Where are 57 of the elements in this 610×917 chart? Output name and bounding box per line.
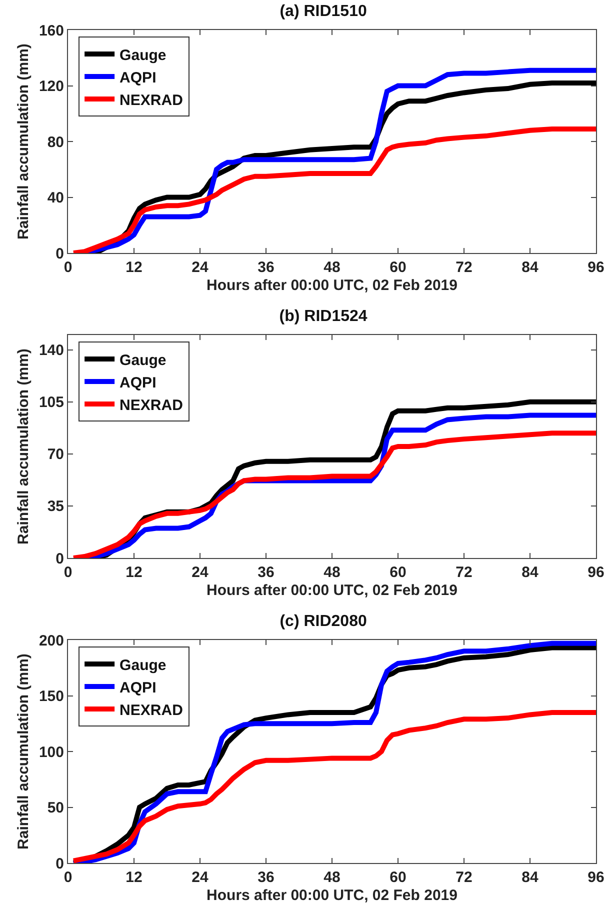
y-tick-label: 105	[38, 394, 64, 412]
x-tick-label: 12	[126, 259, 142, 276]
y-tick-label: 0	[56, 245, 64, 262]
x-tick-label: 72	[456, 259, 472, 276]
y-tick-label: 0	[56, 550, 64, 568]
y-tick-label: 140	[38, 342, 64, 360]
x-tick-label: 48	[324, 564, 340, 581]
legend-label: AQPI	[120, 374, 156, 392]
legend-label: Gauge	[120, 46, 166, 64]
x-tick-label: 96	[588, 259, 604, 276]
chart-title: (b) RID1524	[279, 308, 368, 325]
y-axis-title: Rainfall accumulation (mm)	[15, 44, 32, 240]
y-tick-label: 40	[47, 190, 64, 206]
x-tick-label: 24	[192, 869, 209, 886]
x-tick-label: 72	[456, 869, 472, 886]
x-axis-title: Hours after 00:00 UTC, 02 Feb 2019	[206, 887, 458, 904]
x-tick-label: 48	[324, 869, 340, 886]
legend-label: AQPI	[120, 679, 156, 696]
x-tick-label: 60	[390, 564, 406, 581]
y-tick-label: 35	[47, 498, 64, 516]
x-tick-label: 96	[588, 869, 604, 886]
x-tick-label: 12	[126, 564, 142, 581]
y-tick-label: 200	[38, 632, 64, 650]
y-axis-title: Rainfall accumulation (mm)	[15, 654, 32, 850]
legend-label: NEXRAD	[120, 396, 184, 414]
x-tick-label: 72	[456, 564, 472, 581]
legend-label: NEXRAD	[120, 702, 184, 719]
legend-label: Gauge	[120, 352, 166, 369]
y-tick-label: 50	[47, 800, 64, 816]
x-tick-label: 60	[390, 869, 406, 886]
x-tick-label: 96	[588, 564, 604, 581]
y-tick-label: 0	[56, 855, 64, 872]
x-tick-label: 48	[324, 259, 340, 276]
x-tick-label: 84	[522, 259, 539, 276]
x-tick-label: 12	[126, 869, 142, 886]
legend-label: Gauge	[120, 656, 166, 674]
y-tick-label: 70	[47, 446, 64, 464]
legend-label: NEXRAD	[120, 92, 184, 109]
x-tick-label: 36	[258, 869, 274, 886]
x-tick-label: 84	[522, 869, 539, 886]
legend-label: AQPI	[120, 69, 156, 86]
x-tick-label: 24	[192, 259, 209, 276]
chart-title: (a) RID1510	[280, 2, 367, 20]
x-tick-label: 36	[258, 259, 274, 276]
y-tick-label: 160	[38, 22, 64, 40]
y-axis-title: Rainfall accumulation (mm)	[15, 348, 32, 544]
chart-title: (c) RID2080	[280, 612, 367, 630]
y-tick-label: 100	[38, 744, 64, 761]
x-axis-title: Hours after 00:00 UTC, 02 Feb 2019	[206, 582, 458, 599]
x-tick-label: 60	[390, 259, 406, 276]
y-tick-label: 80	[47, 134, 64, 151]
x-tick-label: 24	[192, 564, 209, 581]
x-tick-label: 36	[258, 564, 274, 581]
y-tick-label: 150	[38, 688, 64, 705]
x-tick-label: 84	[522, 564, 539, 581]
y-tick-label: 120	[38, 78, 64, 95]
x-axis-title: Hours after 00:00 UTC, 02 Feb 2019	[206, 277, 458, 294]
